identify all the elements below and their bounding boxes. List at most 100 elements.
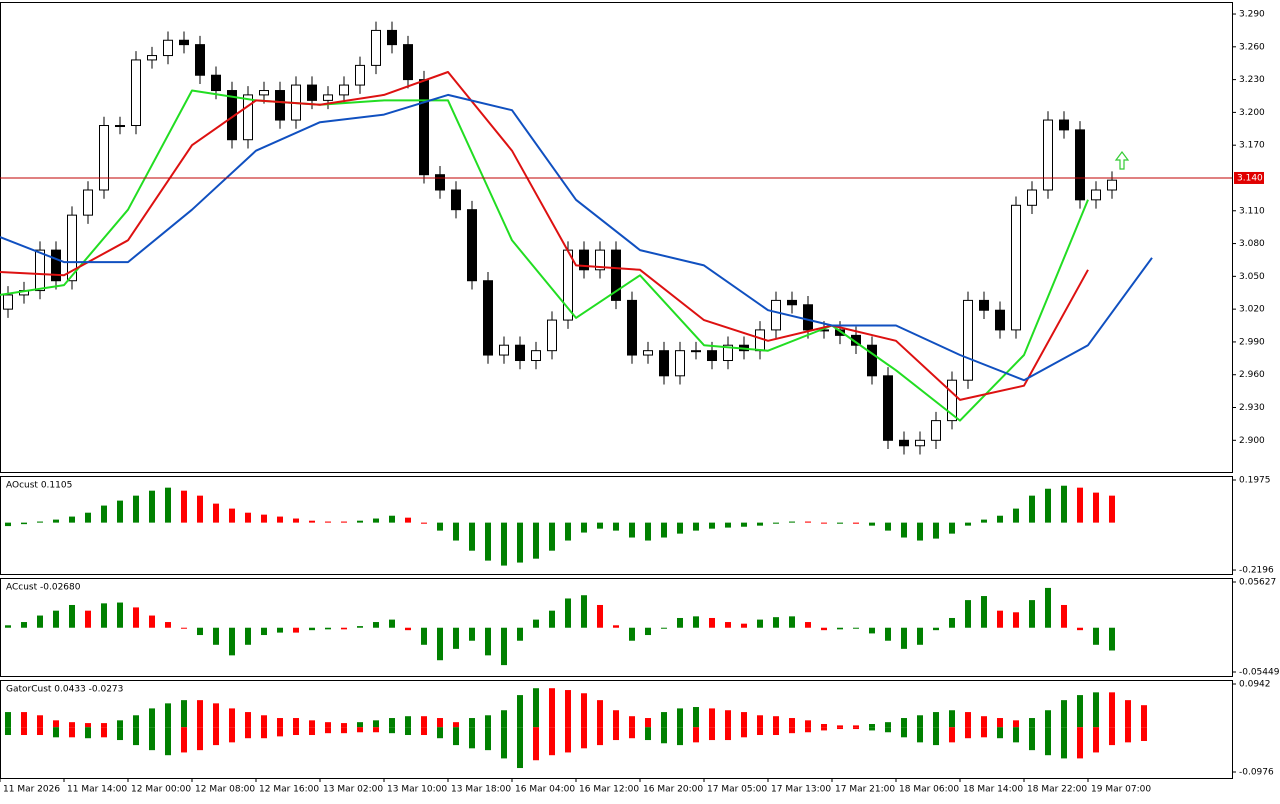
histogram-bar — [741, 727, 747, 738]
moving-average-line — [0, 89, 1089, 422]
candle-body — [787, 299, 797, 306]
histogram-bar — [53, 610, 59, 628]
histogram-bar — [293, 518, 299, 523]
histogram-bar — [821, 627, 827, 631]
histogram-bar — [245, 712, 251, 728]
y-tick-label: 0.0942 — [1239, 679, 1271, 689]
candle-body — [179, 39, 189, 46]
histogram-bar — [469, 627, 475, 641]
histogram-bar — [277, 627, 283, 633]
histogram-bar — [821, 723, 827, 728]
histogram-bar — [997, 718, 1003, 728]
histogram-bar — [197, 700, 203, 728]
histogram-bar — [1093, 492, 1099, 523]
x-tick-label: 12 Mar 08:00 — [195, 785, 255, 795]
histogram-bar — [725, 727, 731, 741]
x-tick-label: 18 Mar 14:00 — [963, 785, 1023, 795]
x-tick-label: 17 Mar 21:00 — [835, 785, 895, 795]
histogram-bar — [1045, 488, 1051, 523]
histogram-bar — [245, 727, 251, 739]
candle-body — [883, 375, 893, 441]
histogram-bar — [133, 607, 139, 628]
histogram-bar — [197, 627, 203, 636]
histogram-bar — [5, 727, 11, 736]
histogram-bar — [981, 519, 987, 523]
histogram-bar — [341, 723, 347, 728]
histogram-bar — [645, 522, 651, 541]
histogram-bar — [693, 727, 699, 743]
histogram-bar — [597, 604, 603, 628]
histogram-bar — [261, 627, 267, 636]
histogram-bar — [229, 508, 235, 523]
candle-body — [467, 209, 477, 282]
histogram-bar — [949, 710, 955, 728]
histogram-bar — [53, 519, 59, 523]
histogram-bar — [117, 500, 123, 523]
histogram-bar — [581, 727, 587, 749]
histogram-bar — [949, 522, 955, 534]
y-tick-label: 3.230 — [1239, 75, 1265, 85]
histogram-bar — [341, 627, 347, 630]
histogram-bar — [229, 708, 235, 728]
histogram-bar — [421, 727, 427, 736]
histogram-bar — [837, 727, 843, 730]
candle-body — [1011, 204, 1021, 331]
histogram-bar — [1077, 627, 1083, 631]
histogram-bar — [581, 595, 587, 628]
histogram-bar — [245, 627, 251, 645]
histogram-bar — [69, 516, 75, 523]
candle-body — [595, 249, 605, 271]
histogram-bar — [405, 716, 411, 728]
candle-body — [51, 249, 61, 282]
histogram-bar — [37, 615, 43, 628]
x-tick-label: 11 Mar 14:00 — [67, 785, 127, 795]
histogram-bar — [901, 718, 907, 728]
histogram-bar — [869, 627, 875, 634]
histogram-bar — [1013, 720, 1019, 728]
histogram-bar — [437, 727, 443, 739]
histogram-bar — [565, 598, 571, 628]
histogram-bar — [421, 716, 427, 728]
histogram-bar — [229, 727, 235, 743]
histogram-bar — [565, 727, 571, 753]
histogram-bar — [805, 727, 811, 733]
histogram-bar — [165, 703, 171, 728]
histogram-bar — [853, 522, 859, 524]
x-tick-label: 17 Mar 13:00 — [771, 785, 831, 795]
histogram-bar — [821, 727, 827, 731]
histogram-bar — [981, 716, 987, 728]
histogram-bar — [1061, 485, 1067, 523]
histogram-bar — [469, 727, 475, 749]
candle-body — [579, 249, 589, 271]
histogram-bar — [661, 627, 667, 629]
histogram-bar — [149, 490, 155, 523]
histogram-bar — [37, 521, 43, 523]
histogram-bar — [101, 723, 107, 728]
candle-body — [1075, 129, 1085, 201]
histogram-bar — [437, 522, 443, 531]
candle-body — [131, 59, 141, 127]
histogram-bar — [325, 521, 331, 523]
histogram-bar — [1125, 700, 1131, 728]
x-tick-label: 12 Mar 00:00 — [131, 785, 191, 795]
histogram-bar — [581, 693, 587, 728]
histogram-bar — [197, 495, 203, 523]
histogram-bar — [885, 627, 891, 641]
histogram-bar — [325, 722, 331, 728]
y-tick-label: 3.020 — [1239, 305, 1265, 315]
histogram-bar — [149, 615, 155, 628]
histogram-bar — [981, 727, 987, 738]
histogram-bar — [773, 617, 779, 628]
histogram-bar — [901, 627, 907, 649]
histogram-bar — [213, 627, 219, 645]
histogram-bar — [181, 700, 187, 728]
candle-body — [243, 94, 253, 141]
candle-body — [67, 214, 77, 282]
candle-body — [947, 379, 957, 422]
moving-average-line — [0, 71, 1089, 401]
y-tick-label: 2.900 — [1239, 436, 1265, 446]
histogram-bar — [1029, 727, 1035, 751]
histogram-bar — [261, 514, 267, 523]
